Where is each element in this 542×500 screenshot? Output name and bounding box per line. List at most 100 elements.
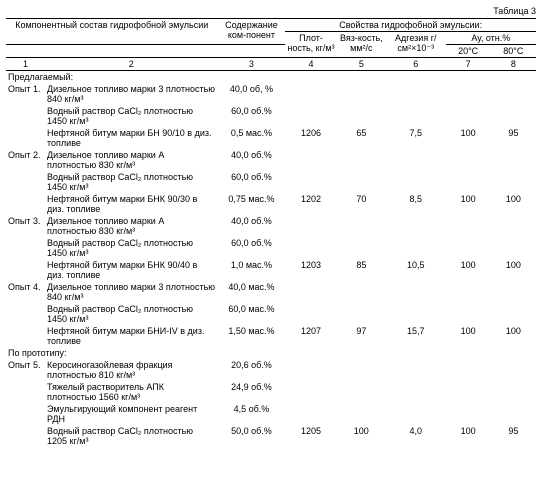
value-cell — [337, 149, 386, 171]
content-cell: 40,0 об.% — [218, 215, 286, 237]
table-caption: Таблица 3 — [6, 6, 536, 16]
experiment-label — [6, 425, 45, 447]
value-cell — [386, 149, 446, 171]
value-cell — [337, 215, 386, 237]
value-cell — [285, 105, 336, 127]
value-cell — [285, 281, 336, 303]
value-cell — [386, 403, 446, 425]
value-cell — [386, 381, 446, 403]
experiment-label — [6, 127, 45, 149]
content-cell: 40,0 об, % — [218, 83, 286, 105]
section-header: Предлагаемый: — [6, 71, 536, 84]
value-cell — [285, 381, 336, 403]
content-cell: 60,0 об.% — [218, 105, 286, 127]
value-cell — [446, 149, 491, 171]
component-cell: Водный раствор CaCl₂ плотностью 1450 кг/… — [45, 171, 218, 193]
component-cell: Керосиногазойлевая фракция плотностью 81… — [45, 359, 218, 381]
hdr-content: Содержание ком-понент — [218, 19, 286, 45]
experiment-label: Опыт 4. — [6, 281, 45, 303]
value-cell — [446, 105, 491, 127]
experiment-label — [6, 325, 45, 347]
value-cell — [491, 237, 536, 259]
component-cell: Нефтяной битум марки БНИ-IV в диз. топли… — [45, 325, 218, 347]
value-cell: 70 — [337, 193, 386, 215]
value-cell — [386, 237, 446, 259]
component-cell: Нефтяной битум марки БНК 90/40 в диз. то… — [45, 259, 218, 281]
value-cell — [491, 83, 536, 105]
value-cell — [337, 403, 386, 425]
hdr-composition: Компонентный состав гидрофобной эмульсии — [6, 19, 218, 45]
hdr-20c: 20°C — [446, 45, 491, 58]
content-cell: 0,75 мас.% — [218, 193, 286, 215]
content-cell: 50,0 об.% — [218, 425, 286, 447]
value-cell — [386, 105, 446, 127]
content-cell: 4,5 об.% — [218, 403, 286, 425]
value-cell — [491, 171, 536, 193]
component-cell: Водный раствор CaCl₂ плотностью 1450 кг/… — [45, 303, 218, 325]
colnum-3: 3 — [218, 58, 286, 71]
value-cell — [446, 281, 491, 303]
value-cell — [386, 359, 446, 381]
value-cell: 8,5 — [386, 193, 446, 215]
value-cell — [446, 381, 491, 403]
value-cell: 15,7 — [386, 325, 446, 347]
value-cell — [285, 83, 336, 105]
component-cell: Дизельное топливо марки А плотностью 830… — [45, 215, 218, 237]
value-cell — [285, 237, 336, 259]
value-cell — [337, 359, 386, 381]
experiment-label — [6, 193, 45, 215]
component-cell: Тяжелый растворитель АПК плотностью 1560… — [45, 381, 218, 403]
value-cell — [285, 171, 336, 193]
component-cell: Водный раствор CaCl₂ плотностью 1450 кг/… — [45, 105, 218, 127]
value-cell — [491, 281, 536, 303]
component-cell: Водный раствор CaCl₂ плотностью 1450 кг/… — [45, 237, 218, 259]
experiment-label — [6, 237, 45, 259]
colnum-1: 1 — [6, 58, 45, 71]
section-header: По прототипу: — [6, 347, 536, 359]
value-cell: 100 — [491, 325, 536, 347]
value-cell: 95 — [491, 127, 536, 149]
value-cell: 1203 — [285, 259, 336, 281]
data-table: Компонентный состав гидрофобной эмульсии… — [6, 18, 536, 447]
value-cell: 95 — [491, 425, 536, 447]
colnum-4: 4 — [285, 58, 336, 71]
experiment-label — [6, 403, 45, 425]
experiment-label: Опыт 3. — [6, 215, 45, 237]
component-cell: Водный раствор CaCl₂ плотностью 1205 кг/… — [45, 425, 218, 447]
colnum-6: 6 — [386, 58, 446, 71]
content-cell: 60,0 об.% — [218, 171, 286, 193]
value-cell — [285, 359, 336, 381]
hdr-80c: 80°C — [491, 45, 536, 58]
value-cell — [491, 149, 536, 171]
content-cell: 1,50 мас.% — [218, 325, 286, 347]
value-cell — [337, 237, 386, 259]
value-cell: 4,0 — [386, 425, 446, 447]
experiment-label — [6, 171, 45, 193]
value-cell: 100 — [446, 259, 491, 281]
value-cell: 97 — [337, 325, 386, 347]
value-cell — [446, 215, 491, 237]
content-cell: 20,6 об.% — [218, 359, 286, 381]
value-cell: 1206 — [285, 127, 336, 149]
value-cell — [386, 215, 446, 237]
value-cell — [337, 281, 386, 303]
value-cell — [285, 215, 336, 237]
value-cell — [446, 403, 491, 425]
value-cell — [337, 171, 386, 193]
hdr-adhesion: Адгезия г/см²×10⁻³ — [386, 32, 446, 58]
value-cell — [337, 381, 386, 403]
value-cell: 100 — [446, 425, 491, 447]
value-cell — [337, 303, 386, 325]
component-cell: Нефтяной битум марки БНК 90/30 в диз. то… — [45, 193, 218, 215]
value-cell — [446, 303, 491, 325]
value-cell — [446, 237, 491, 259]
component-cell: Эмульгирующий компонент реагент РДН — [45, 403, 218, 425]
hdr-density: Плот-ность, кг/м³ — [285, 32, 336, 58]
value-cell — [446, 171, 491, 193]
experiment-label — [6, 105, 45, 127]
content-cell: 40,0 об.% — [218, 149, 286, 171]
value-cell — [386, 83, 446, 105]
value-cell — [386, 171, 446, 193]
value-cell — [386, 303, 446, 325]
content-cell: 60,0 об.% — [218, 237, 286, 259]
